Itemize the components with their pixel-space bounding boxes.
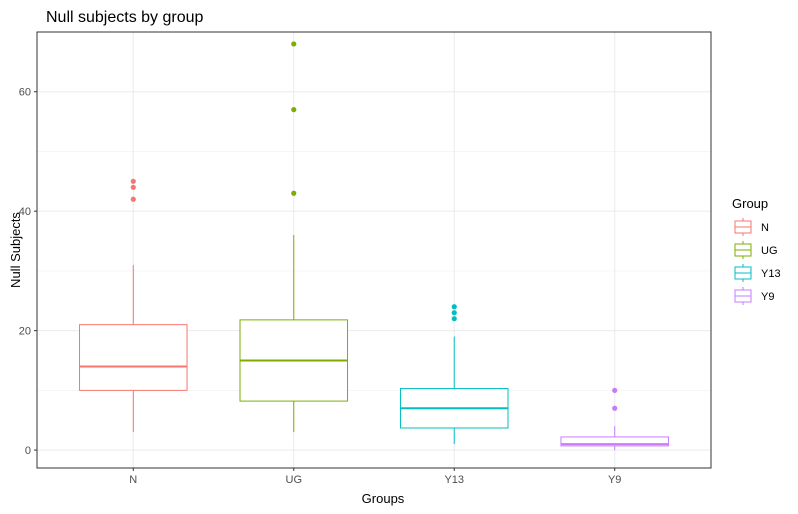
box-iqr [560,436,669,447]
x-tick-label: Y13 [444,474,464,486]
outlier-point [291,107,297,113]
legend-item-UG: UG [734,241,778,259]
box-Y13 [399,304,509,445]
outlier-point [291,190,297,196]
outlier-point [612,387,618,393]
outlier-point [451,310,457,316]
outlier-point [130,178,136,184]
outlier-point [612,405,618,411]
box-Y9 [560,387,669,451]
legend-label: Y13 [761,268,781,280]
y-tick-label: 40 [19,206,31,218]
x-tick-label: N [129,474,137,486]
panel-border [36,31,712,469]
x-tick-label: Y9 [608,474,621,486]
outlier-point [291,41,297,47]
outlier-point [451,304,457,310]
legend-item-N: N [734,218,769,236]
y-tick-label: 60 [19,87,31,99]
y-axis: 0 20 40 60 [19,87,37,457]
y-tick-label: 0 [25,445,31,457]
legend: Group N UG Y13 Y9 [732,196,781,305]
x-axis: N UG Y13 Y9 [129,468,621,486]
x-tick-label: UG [286,474,303,486]
legend-item-Y13: Y13 [734,264,781,282]
legend-item-Y9: Y9 [734,287,774,305]
plot-area [36,31,712,469]
y-axis-title: Null Subjects [8,212,23,288]
legend-title: Group [732,196,768,211]
box-UG [239,41,349,433]
legend-label: UG [761,245,778,257]
x-axis-title: Groups [362,491,405,506]
chart-title: Null subjects by group [46,9,204,26]
outlier-point [130,196,136,202]
box-N [79,178,188,433]
legend-label: N [761,222,769,234]
outlier-point [451,316,457,322]
box-iqr [79,324,188,391]
outlier-point [130,184,136,190]
y-tick-label: 20 [19,326,31,338]
legend-label: Y9 [761,291,774,303]
